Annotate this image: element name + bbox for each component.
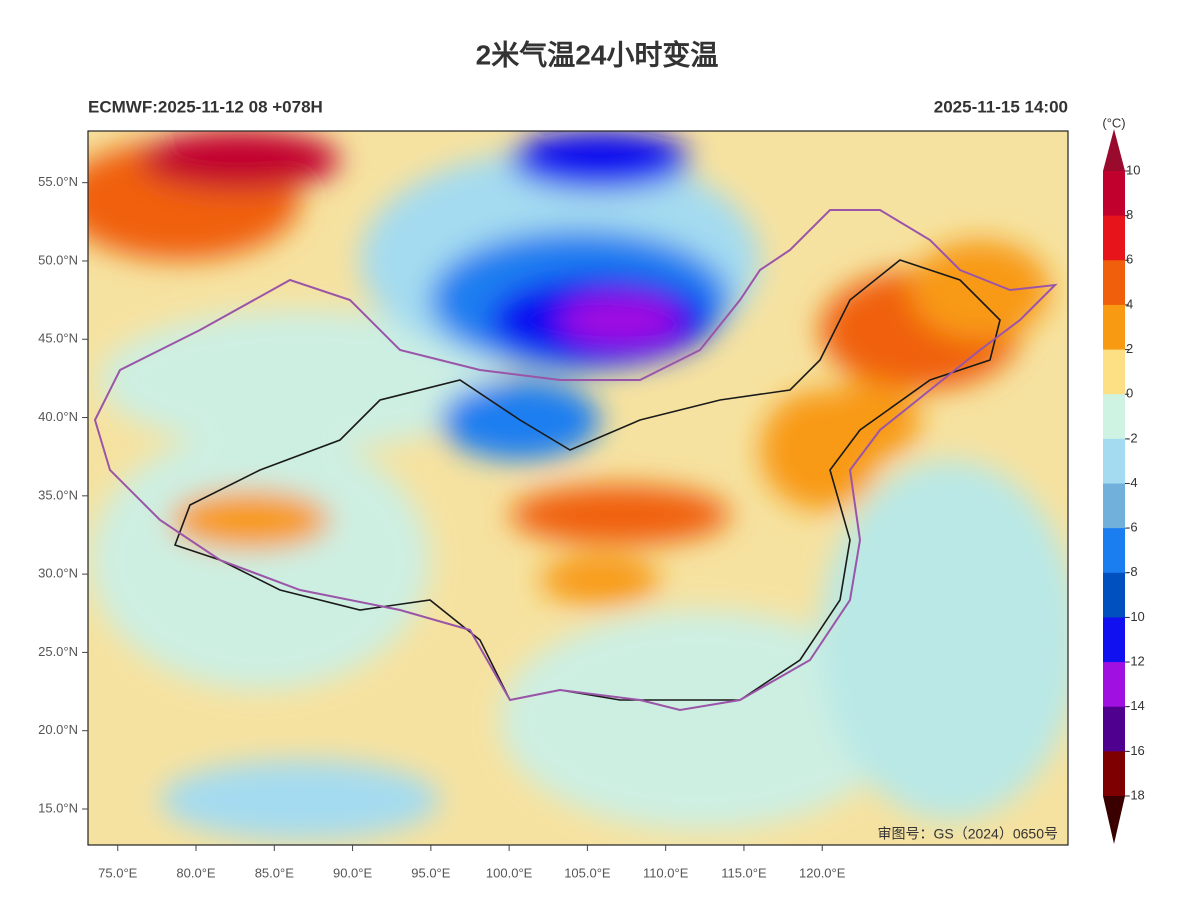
lon-tick-label: 110.0°E <box>643 865 689 880</box>
colorbar-label: -8 <box>1126 564 1138 579</box>
lat-tick-label: 35.0°N <box>38 487 78 502</box>
colorbar-label: -16 <box>1126 743 1145 758</box>
approval-number: 审图号：GS（2024）0650号 <box>877 826 1058 842</box>
lat-tick-label: 20.0°N <box>38 722 78 737</box>
colorbar-label: 4 <box>1126 296 1133 311</box>
lon-tick-label: 100.0°E <box>486 865 533 880</box>
lon-tick-label: 95.0°E <box>411 865 451 880</box>
lon-tick-label: 115.0°E <box>721 865 767 880</box>
lat-tick-label: 45.0°N <box>38 331 78 346</box>
lon-tick-label: 80.0°E <box>176 865 216 880</box>
map-frame <box>87 130 1069 846</box>
lat-tick-label: 15.0°N <box>38 800 78 815</box>
colorbar-label: -10 <box>1126 609 1145 624</box>
lon-tick-label: 90.0°E <box>333 865 373 880</box>
lat-tick-label: 55.0°N <box>38 174 78 189</box>
title: 2米气温24小时变温 <box>476 38 719 70</box>
colorbar-band <box>1103 706 1125 752</box>
colorbar-label: -2 <box>1126 430 1138 445</box>
colorbar-band <box>1103 528 1125 574</box>
lat-tick-label: 50.0°N <box>38 252 78 267</box>
lat-tick-label: 25.0°N <box>38 644 78 659</box>
colorbar-label: -18 <box>1126 787 1145 802</box>
colorbar-extend-top <box>1103 129 1125 171</box>
colorbar-band <box>1103 751 1125 797</box>
lon-tick-label: 105.0°E <box>564 865 611 880</box>
colorbar-label: 10 <box>1126 162 1140 177</box>
colorbar-band <box>1103 171 1125 217</box>
colorbar-band <box>1103 304 1125 351</box>
colorbar-band <box>1103 394 1125 440</box>
colorbar-label: 0 <box>1126 386 1133 401</box>
lon-tick-label: 75.0°E <box>98 865 138 880</box>
colorbar-label: -14 <box>1126 698 1145 713</box>
colorbar-label: -6 <box>1126 520 1138 535</box>
subtitle-left: ECMWF:2025-11-12 08 +078H <box>88 97 323 116</box>
lat-tick-label: 30.0°N <box>38 566 78 581</box>
colorbar-unit: (°C) <box>1102 115 1125 130</box>
lon-tick-label: 120.0°E <box>799 865 846 880</box>
temperature-field: 审图号：GS（2024）0650号 <box>88 131 1068 845</box>
colorbar-band <box>1103 483 1125 529</box>
colorbar-label: 6 <box>1126 252 1133 267</box>
lat-tick-label: 40.0°N <box>38 409 78 424</box>
colorbar-band <box>1103 349 1125 395</box>
colorbar-band <box>1103 662 1125 708</box>
colorbar-band <box>1103 572 1125 618</box>
colorbar-band <box>1103 617 1125 663</box>
lon-tick-label: 85.0°E <box>255 865 295 880</box>
colorbar-label: 2 <box>1126 341 1133 356</box>
subtitle-right: 2025-11-15 14:00 <box>934 97 1068 116</box>
colorbar-label: -4 <box>1126 475 1138 490</box>
colorbar-band <box>1103 260 1125 306</box>
colorbar-label: 8 <box>1126 207 1133 222</box>
colorbar-extend-bottom <box>1103 796 1125 844</box>
colorbar-band <box>1103 215 1125 261</box>
colorbar-label: -12 <box>1126 654 1145 669</box>
colorbar-band <box>1103 438 1125 484</box>
